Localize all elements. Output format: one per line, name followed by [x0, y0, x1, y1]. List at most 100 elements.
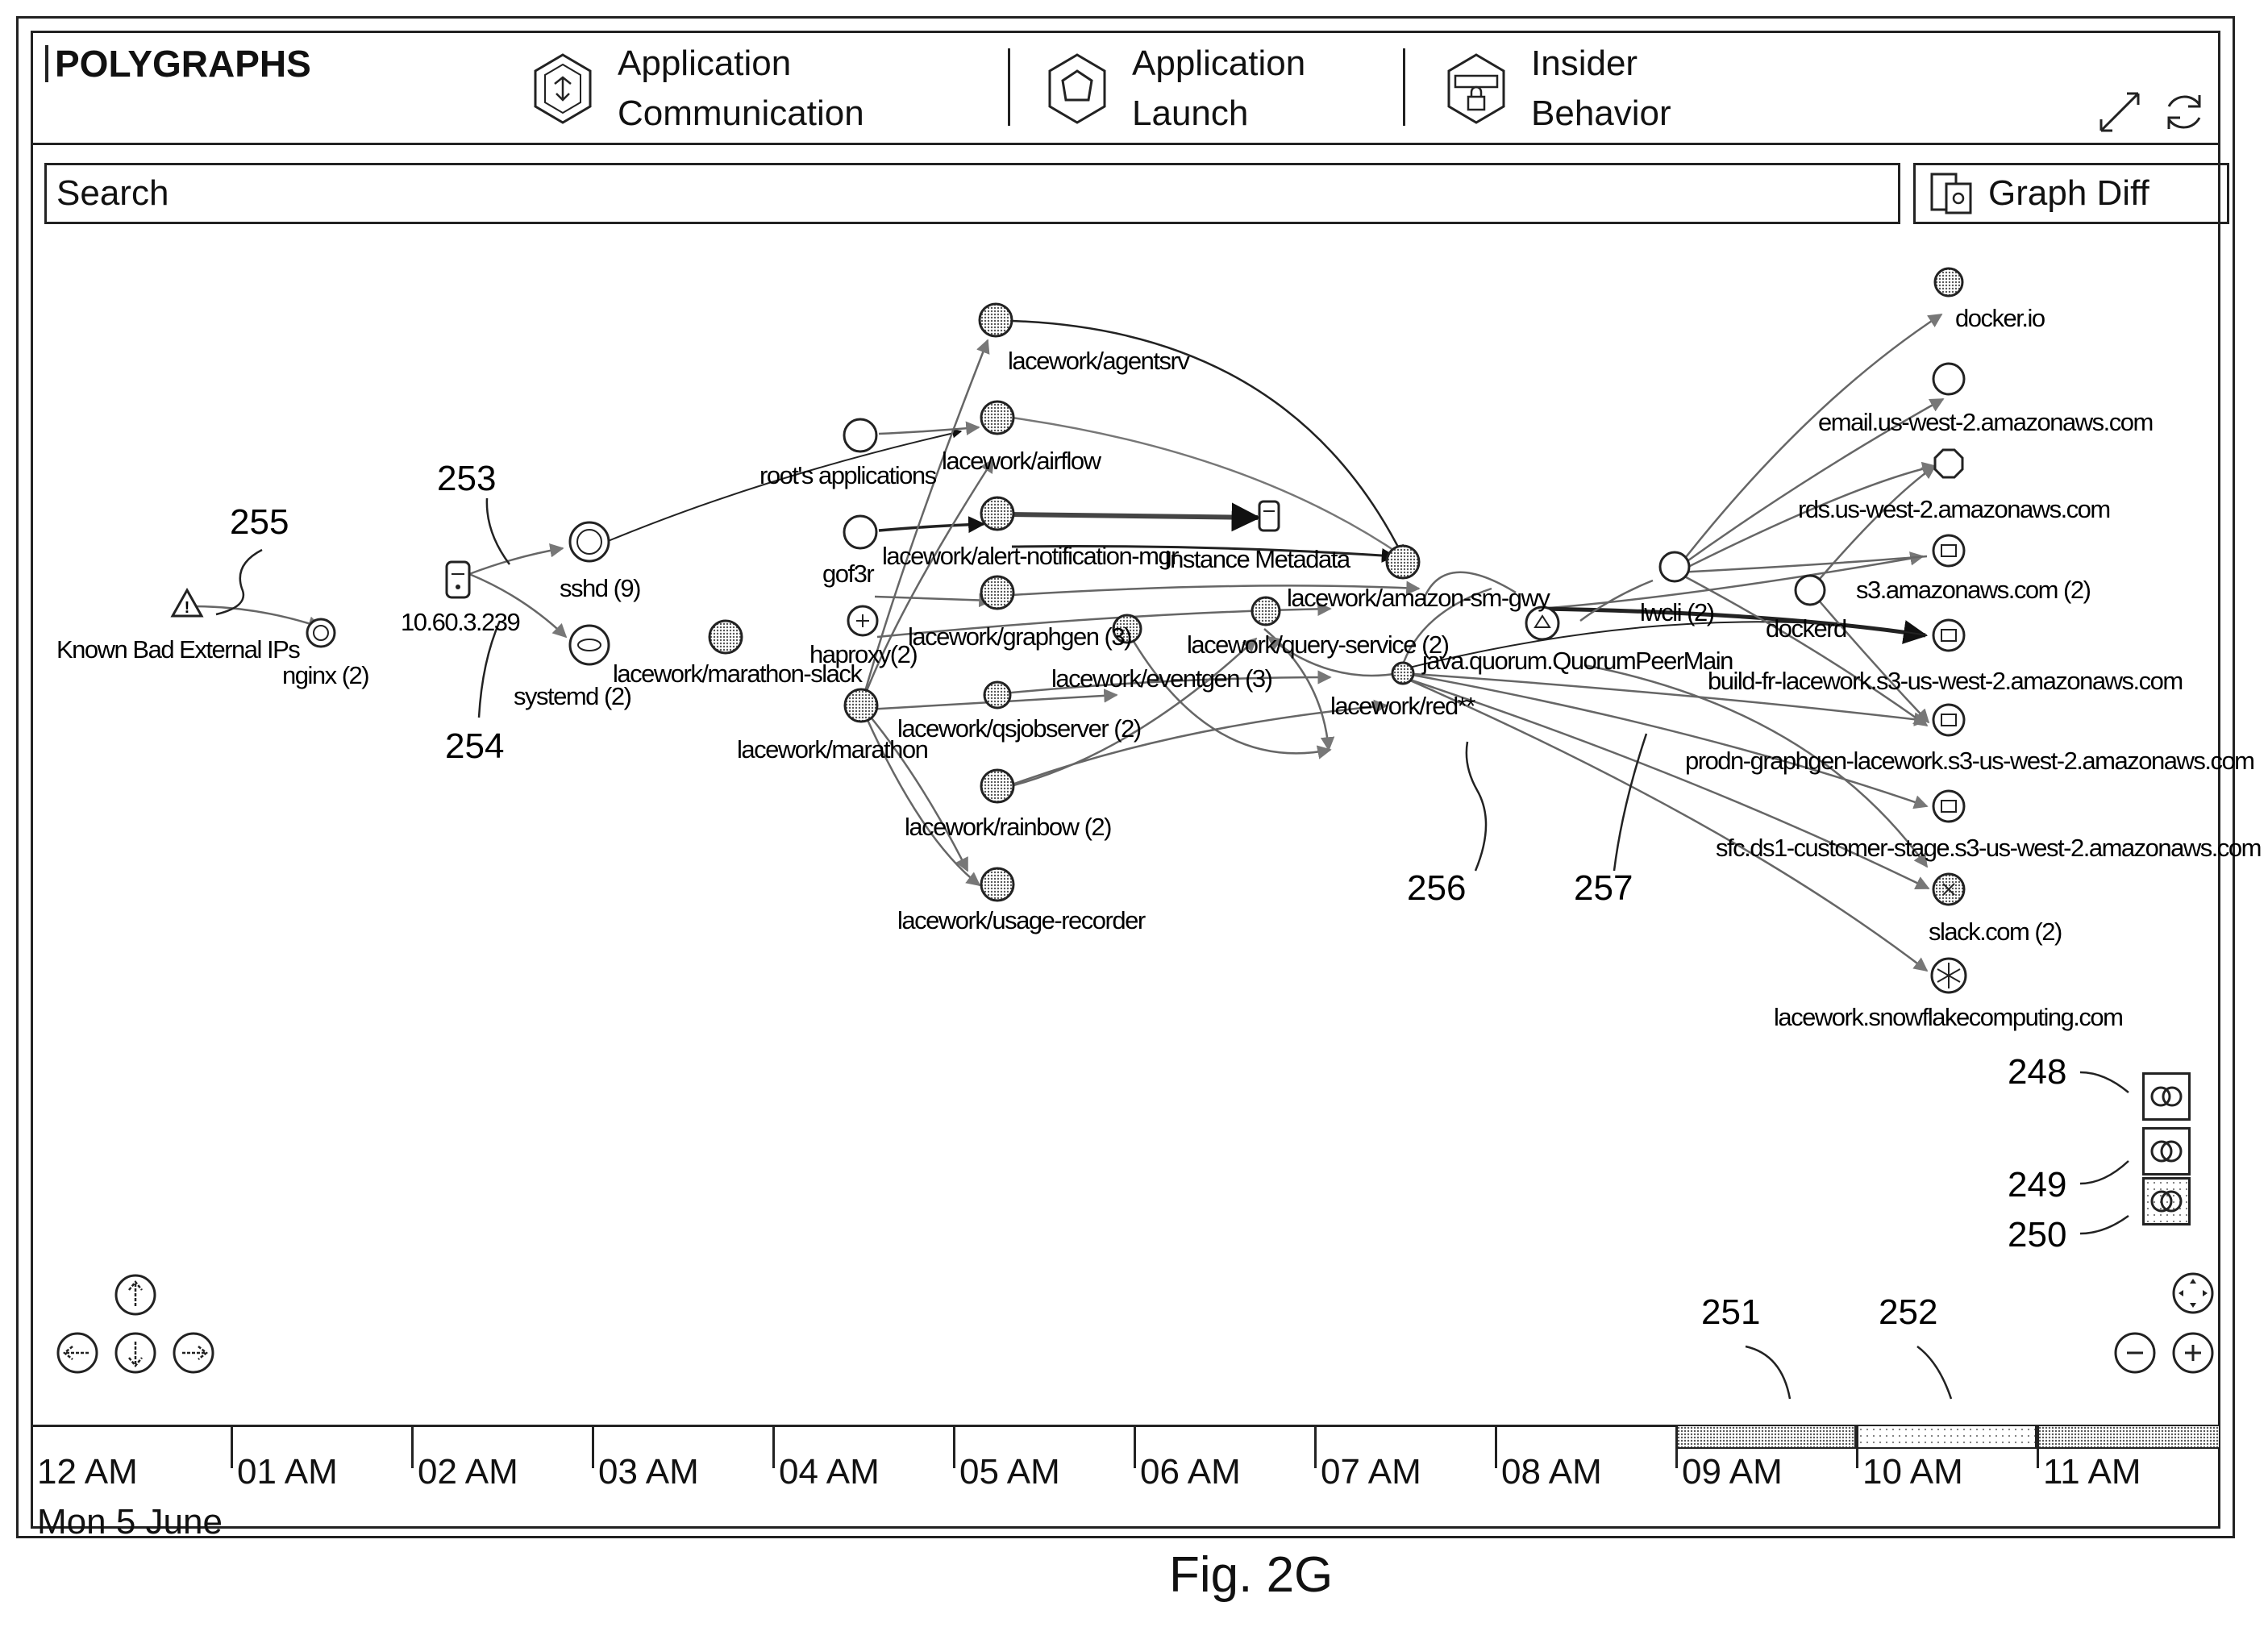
- ref-251: 251: [1701, 1292, 1760, 1332]
- label-airflow: lacework/airflow: [942, 447, 1102, 475]
- node-quorum[interactable]: [1525, 605, 1560, 641]
- timeline-segment-3[interactable]: [2037, 1425, 2220, 1449]
- tab-application-communication[interactable]: Application Communication: [531, 39, 864, 139]
- label-sfc: sfc.ds1-customer-stage.s3-us-west-2.amaz…: [1716, 834, 2261, 862]
- edge: [1009, 502, 1261, 532]
- view-union-button[interactable]: [2142, 1072, 2191, 1121]
- node-instance-metadata[interactable]: [1258, 500, 1280, 532]
- leader-251: [1745, 1345, 1792, 1400]
- node-roots-applications[interactable]: [843, 418, 878, 453]
- leader-255: [215, 548, 263, 616]
- timeline-segment-2[interactable]: [1856, 1425, 2037, 1449]
- node-agentsrv[interactable]: [978, 302, 1013, 338]
- label-known-bad-ips: Known Bad External IPs: [56, 635, 300, 664]
- edge: [1676, 397, 1945, 570]
- hour-tick: [953, 1425, 955, 1468]
- pan-right-icon[interactable]: [171, 1330, 216, 1375]
- hour-label: 02 AM: [418, 1452, 518, 1492]
- hour-tick: [1856, 1425, 1858, 1468]
- ref-257: 257: [1574, 868, 1633, 908]
- node-sshd[interactable]: [568, 521, 610, 563]
- node-amazon-sm-gwy[interactable]: [1385, 544, 1421, 580]
- node-red[interactable]: [1391, 661, 1415, 685]
- edge: [1809, 589, 1930, 724]
- node-usage-recorder[interactable]: [980, 867, 1015, 902]
- label-s3-aws: s3.amazonaws.com (2): [1856, 576, 2091, 604]
- node-ip[interactable]: [445, 560, 471, 599]
- node-airflow[interactable]: [980, 400, 1015, 435]
- ref-256: 256: [1407, 868, 1466, 908]
- edge: [1001, 699, 1388, 790]
- graph-diff-button[interactable]: Graph Diff: [1913, 163, 2229, 224]
- ref-255: 255: [230, 502, 289, 542]
- node-prodn[interactable]: [1932, 703, 1966, 737]
- pan-up-icon[interactable]: [113, 1272, 158, 1317]
- zoom-out-icon[interactable]: [2112, 1330, 2158, 1375]
- node-alert-mgr[interactable]: [980, 496, 1015, 531]
- node-marathon-slack[interactable]: [708, 619, 743, 655]
- edge: [859, 458, 995, 706]
- node-docker-io[interactable]: [1933, 267, 1964, 298]
- edge: [859, 705, 981, 887]
- node-haproxy[interactable]: [847, 605, 879, 637]
- search-input[interactable]: Search: [44, 163, 1900, 224]
- leader-249: [2079, 1160, 2129, 1185]
- leader-252: [1916, 1345, 1953, 1400]
- label-rainbow: lacework/rainbow (2): [905, 813, 1111, 841]
- label-slack: slack.com (2): [1929, 918, 2062, 946]
- edge: [1676, 571, 1929, 727]
- timeline-segment-1[interactable]: [1675, 1425, 1856, 1449]
- node-rds-aws[interactable]: [1933, 448, 1964, 479]
- tab-label-insider-behavior: Insider Behavior: [1531, 44, 1671, 133]
- ref-249: 249: [2008, 1165, 2066, 1205]
- node-query-service[interactable]: [1251, 596, 1281, 626]
- hour-tick: [2037, 1425, 2039, 1468]
- node-build-fr[interactable]: [1932, 618, 1966, 652]
- pan-down-icon[interactable]: [113, 1330, 158, 1375]
- node-nginx[interactable]: [306, 618, 336, 648]
- edge: [1421, 571, 1517, 601]
- tab-application-launch[interactable]: Application Launch: [1045, 39, 1305, 139]
- node-gof3r[interactable]: [843, 514, 878, 550]
- graph-nodes: !: [170, 267, 1967, 994]
- node-eventgen[interactable]: [983, 680, 1012, 709]
- ref-253: 253: [437, 459, 496, 498]
- timeline[interactable]: 12 AM 01 AM 02 AM 03 AM 04 AM 05 AM 06 A…: [31, 1425, 2220, 1542]
- node-rainbow[interactable]: [980, 768, 1015, 804]
- edge: [1011, 416, 1404, 558]
- label-red: lacework/red**: [1330, 692, 1475, 720]
- tab-insider-behavior[interactable]: Insider Behavior: [1444, 39, 1671, 139]
- node-systemd[interactable]: [568, 624, 610, 666]
- edge: [605, 428, 963, 543]
- node-graphgen[interactable]: [980, 575, 1015, 610]
- fit-view-icon[interactable]: [2170, 1271, 2216, 1316]
- node-dockerd[interactable]: [1794, 574, 1826, 606]
- node-sfc[interactable]: [1932, 789, 1966, 823]
- ref-252: 252: [1879, 1292, 1937, 1332]
- timeline-date: Mon 5 June: [37, 1502, 223, 1542]
- node-labels: Known Bad External IPs nginx (2) 10.60.3…: [56, 304, 2262, 1031]
- hour-tick: [772, 1425, 775, 1468]
- node-slack[interactable]: [1932, 872, 1966, 906]
- intersection-icon: [2150, 1140, 2183, 1163]
- view-difference-button[interactable]: [2142, 1177, 2191, 1225]
- node-qsjobserver[interactable]: [1112, 614, 1142, 644]
- zoom-in-icon[interactable]: [2170, 1330, 2216, 1375]
- node-s3-aws[interactable]: [1932, 534, 1966, 568]
- leader-250: [2079, 1214, 2129, 1235]
- node-email-aws[interactable]: [1932, 362, 1966, 396]
- node-snowflake[interactable]: [1930, 957, 1967, 994]
- pan-left-icon[interactable]: [55, 1330, 100, 1375]
- label-sshd: sshd (9): [560, 574, 640, 602]
- tab-divider: [1403, 48, 1405, 126]
- hour-tick: [231, 1425, 233, 1468]
- view-intersection-button[interactable]: [2142, 1127, 2191, 1176]
- refresh-icon[interactable]: [2159, 87, 2209, 137]
- node-marathon[interactable]: [843, 688, 879, 723]
- leader-248: [2079, 1071, 2129, 1093]
- node-known-bad-ips[interactable]: !: [170, 587, 204, 618]
- hour-tick: [1675, 1425, 1678, 1468]
- expand-icon[interactable]: [2095, 87, 2145, 137]
- leader-256: [1465, 741, 1488, 872]
- node-lwcli[interactable]: [1658, 551, 1691, 583]
